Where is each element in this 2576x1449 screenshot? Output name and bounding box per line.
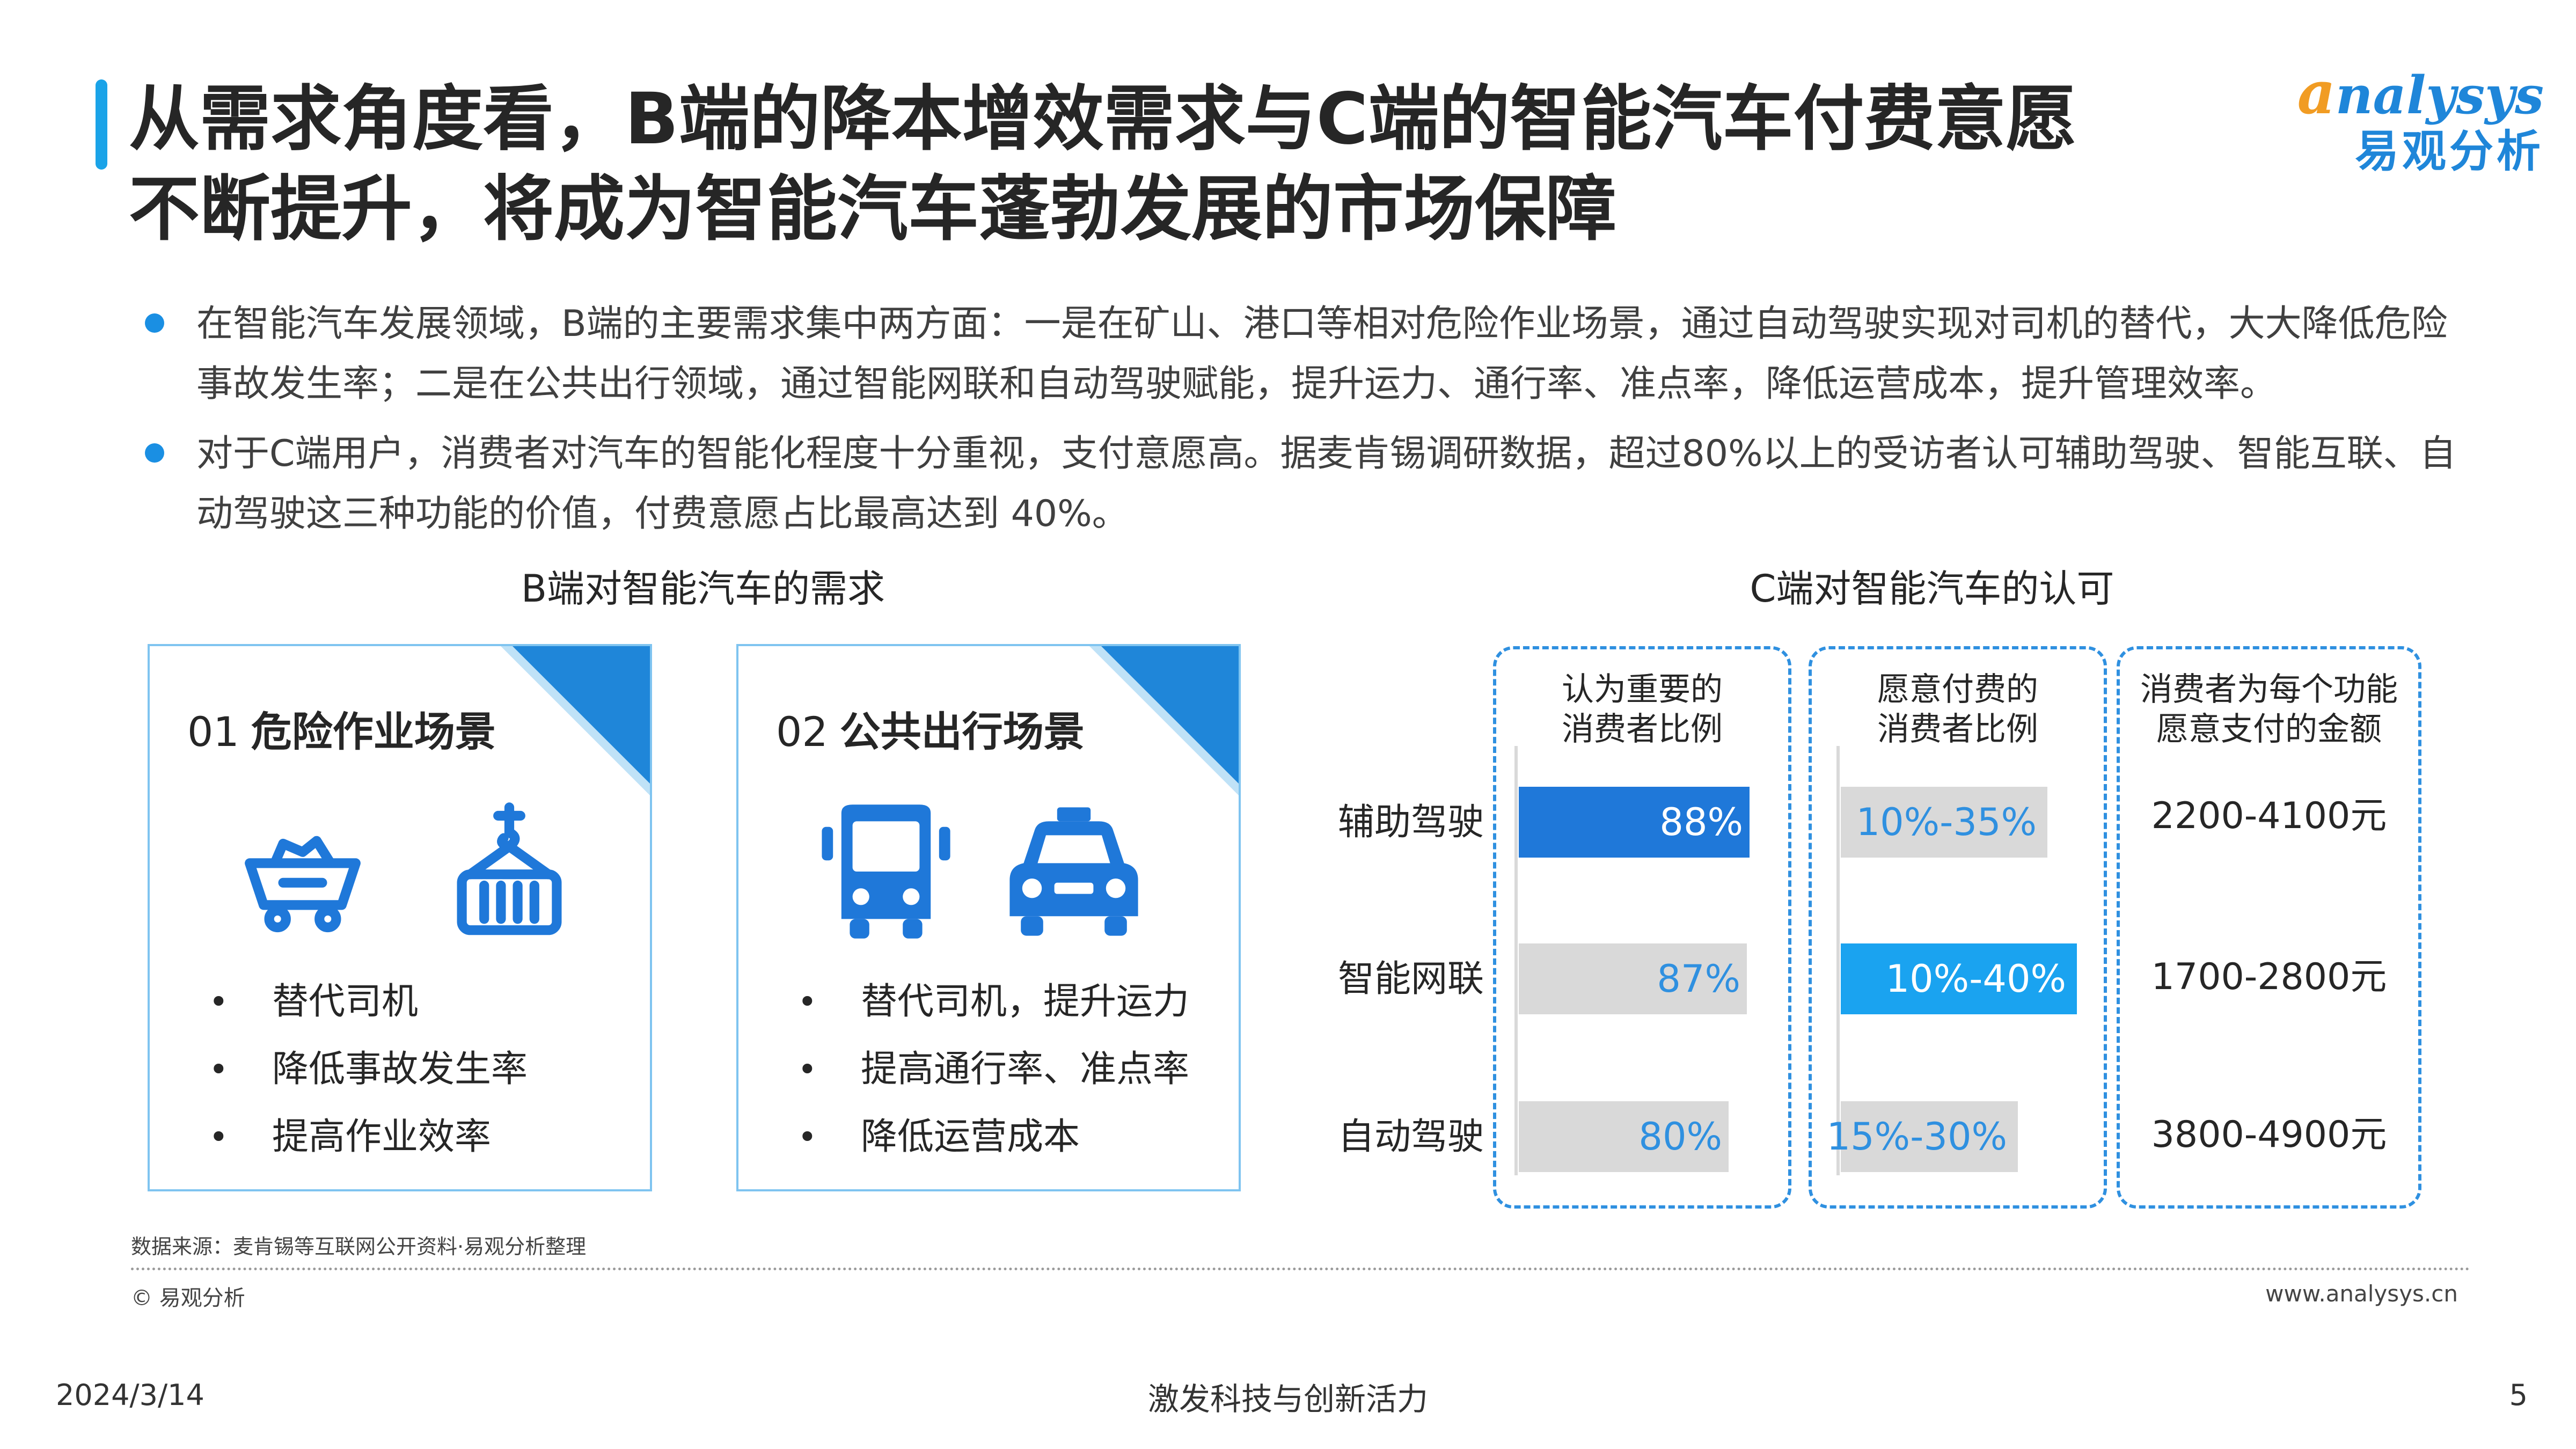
website-link[interactable]: www.analysys.cn — [2265, 1280, 2458, 1307]
pay-ratio-header: 愿意付费的 消费者比例 — [1877, 671, 2038, 748]
pay-ratio-bar-assisted-driving: 10%-35% — [1841, 787, 2047, 858]
card-corner-accent — [513, 646, 650, 784]
mine-cart-icon — [245, 836, 361, 933]
important-ratio-column — [1493, 646, 1791, 1209]
card-title: 02 公共出行场景 — [776, 708, 1085, 756]
important-ratio-bar-assisted-driving: 88% — [1519, 787, 1750, 858]
card-benefit-list: • 替代司机，提升运力 • 提高通行率、准点率 • 降低运营成本 — [797, 968, 1189, 1171]
pay-ratio-column — [1809, 646, 2107, 1209]
slide-date: 2024/3/14 — [56, 1378, 204, 1412]
pay-ratio-axis — [1836, 746, 1840, 1175]
important-ratio-bar-autonomous-driving: 80% — [1519, 1101, 1729, 1172]
title-line-2: 不断提升，将成为智能汽车蓬勃发展的市场保障 — [129, 168, 1616, 251]
important-ratio-bar-connectivity: 87% — [1519, 943, 1747, 1014]
row-label-assisted-driving: 辅助驾驶 — [1337, 801, 1484, 844]
pay-ratio-bar-connectivity: 10%-40% — [1841, 943, 2077, 1014]
slide-slogan: 激发科技与创新活力 — [1147, 1381, 1428, 1417]
pay-amount-column — [2117, 646, 2421, 1209]
list-item: • 降低运营成本 — [797, 1116, 1080, 1158]
bullet-item: 在智能汽车发展领域，B端的主要需求集中两方面：一是在矿山、港口等相对危险作业场景… — [145, 294, 2474, 414]
pay-amount-connectivity: 1700-2800元 — [2151, 956, 2387, 998]
bullet-dot-icon — [145, 443, 164, 463]
title-accent-bar — [96, 79, 107, 170]
b-side-section-title: B端对智能汽车的需求 — [521, 567, 885, 611]
taxi-icon — [1009, 807, 1138, 936]
analysys-logo: analysys 易观分析 — [2297, 58, 2544, 178]
list-item: • 替代司机，提升运力 — [797, 980, 1190, 1023]
bullet-item: 对于C端用户，消费者对汽车的智能化程度十分重视，支付意愿高。据麦肯锡调研数据，超… — [145, 424, 2474, 544]
important-ratio-axis — [1514, 746, 1518, 1175]
title-line-1: 从需求角度看，B端的降本增效需求与C端的智能汽车付费意愿 — [129, 78, 2077, 160]
c-side-section-title: C端对智能汽车的认可 — [1750, 567, 2114, 611]
data-source-note: 数据来源：麦肯锡等互联网公开资料·易观分析整理 — [131, 1235, 587, 1258]
page-number: 5 — [2509, 1378, 2528, 1412]
row-label-autonomous-driving: 自动驾驶 — [1337, 1116, 1484, 1158]
card-corner-accent — [1101, 646, 1239, 784]
crane-container-icon — [457, 802, 562, 935]
list-item: • 提高通行率、准点率 — [797, 1048, 1190, 1091]
list-item: • 降低事故发生率 — [209, 1048, 528, 1091]
bus-icon — [822, 804, 950, 939]
summary-bullets: 在智能汽车发展领域，B端的主要需求集中两方面：一是在矿山、港口等相对危险作业场景… — [145, 294, 2474, 554]
list-item: • 替代司机 — [209, 980, 419, 1023]
b-card-hazardous: 01 危险作业场景 • 替代司机 • 降低事故发生率 • 提高作业效率 — [148, 644, 652, 1191]
b-card-public-transit: 02 公共出行场景 • 替代司机，提升运力 • 提高通行率、准点率 • 降低运营成本 — [736, 644, 1241, 1191]
pay-amount-assisted-driving: 2200-4100元 — [2151, 795, 2387, 837]
pay-amount-header: 消费者为每个功能 愿意支付的金额 — [2140, 671, 2398, 748]
list-item: • 提高作业效率 — [209, 1116, 492, 1158]
card-benefit-list: • 替代司机 • 降低事故发生率 • 提高作业效率 — [209, 968, 528, 1171]
footer-divider — [131, 1268, 2471, 1270]
row-label-connectivity: 智能网联 — [1337, 958, 1484, 1000]
copyright-text: © 易观分析 — [131, 1286, 245, 1311]
pay-ratio-bar-autonomous-driving: 15%-30% — [1827, 1101, 2018, 1172]
card-title: 01 危险作业场景 — [187, 708, 496, 756]
page-title: 从需求角度看，B端的降本增效需求与C端的智能汽车付费意愿 不断提升，将成为智能汽… — [129, 74, 2222, 254]
pay-amount-autonomous-driving: 3800-4900元 — [2151, 1114, 2387, 1156]
important-ratio-header: 认为重要的 消费者比例 — [1562, 671, 1723, 748]
bullet-dot-icon — [145, 313, 164, 333]
